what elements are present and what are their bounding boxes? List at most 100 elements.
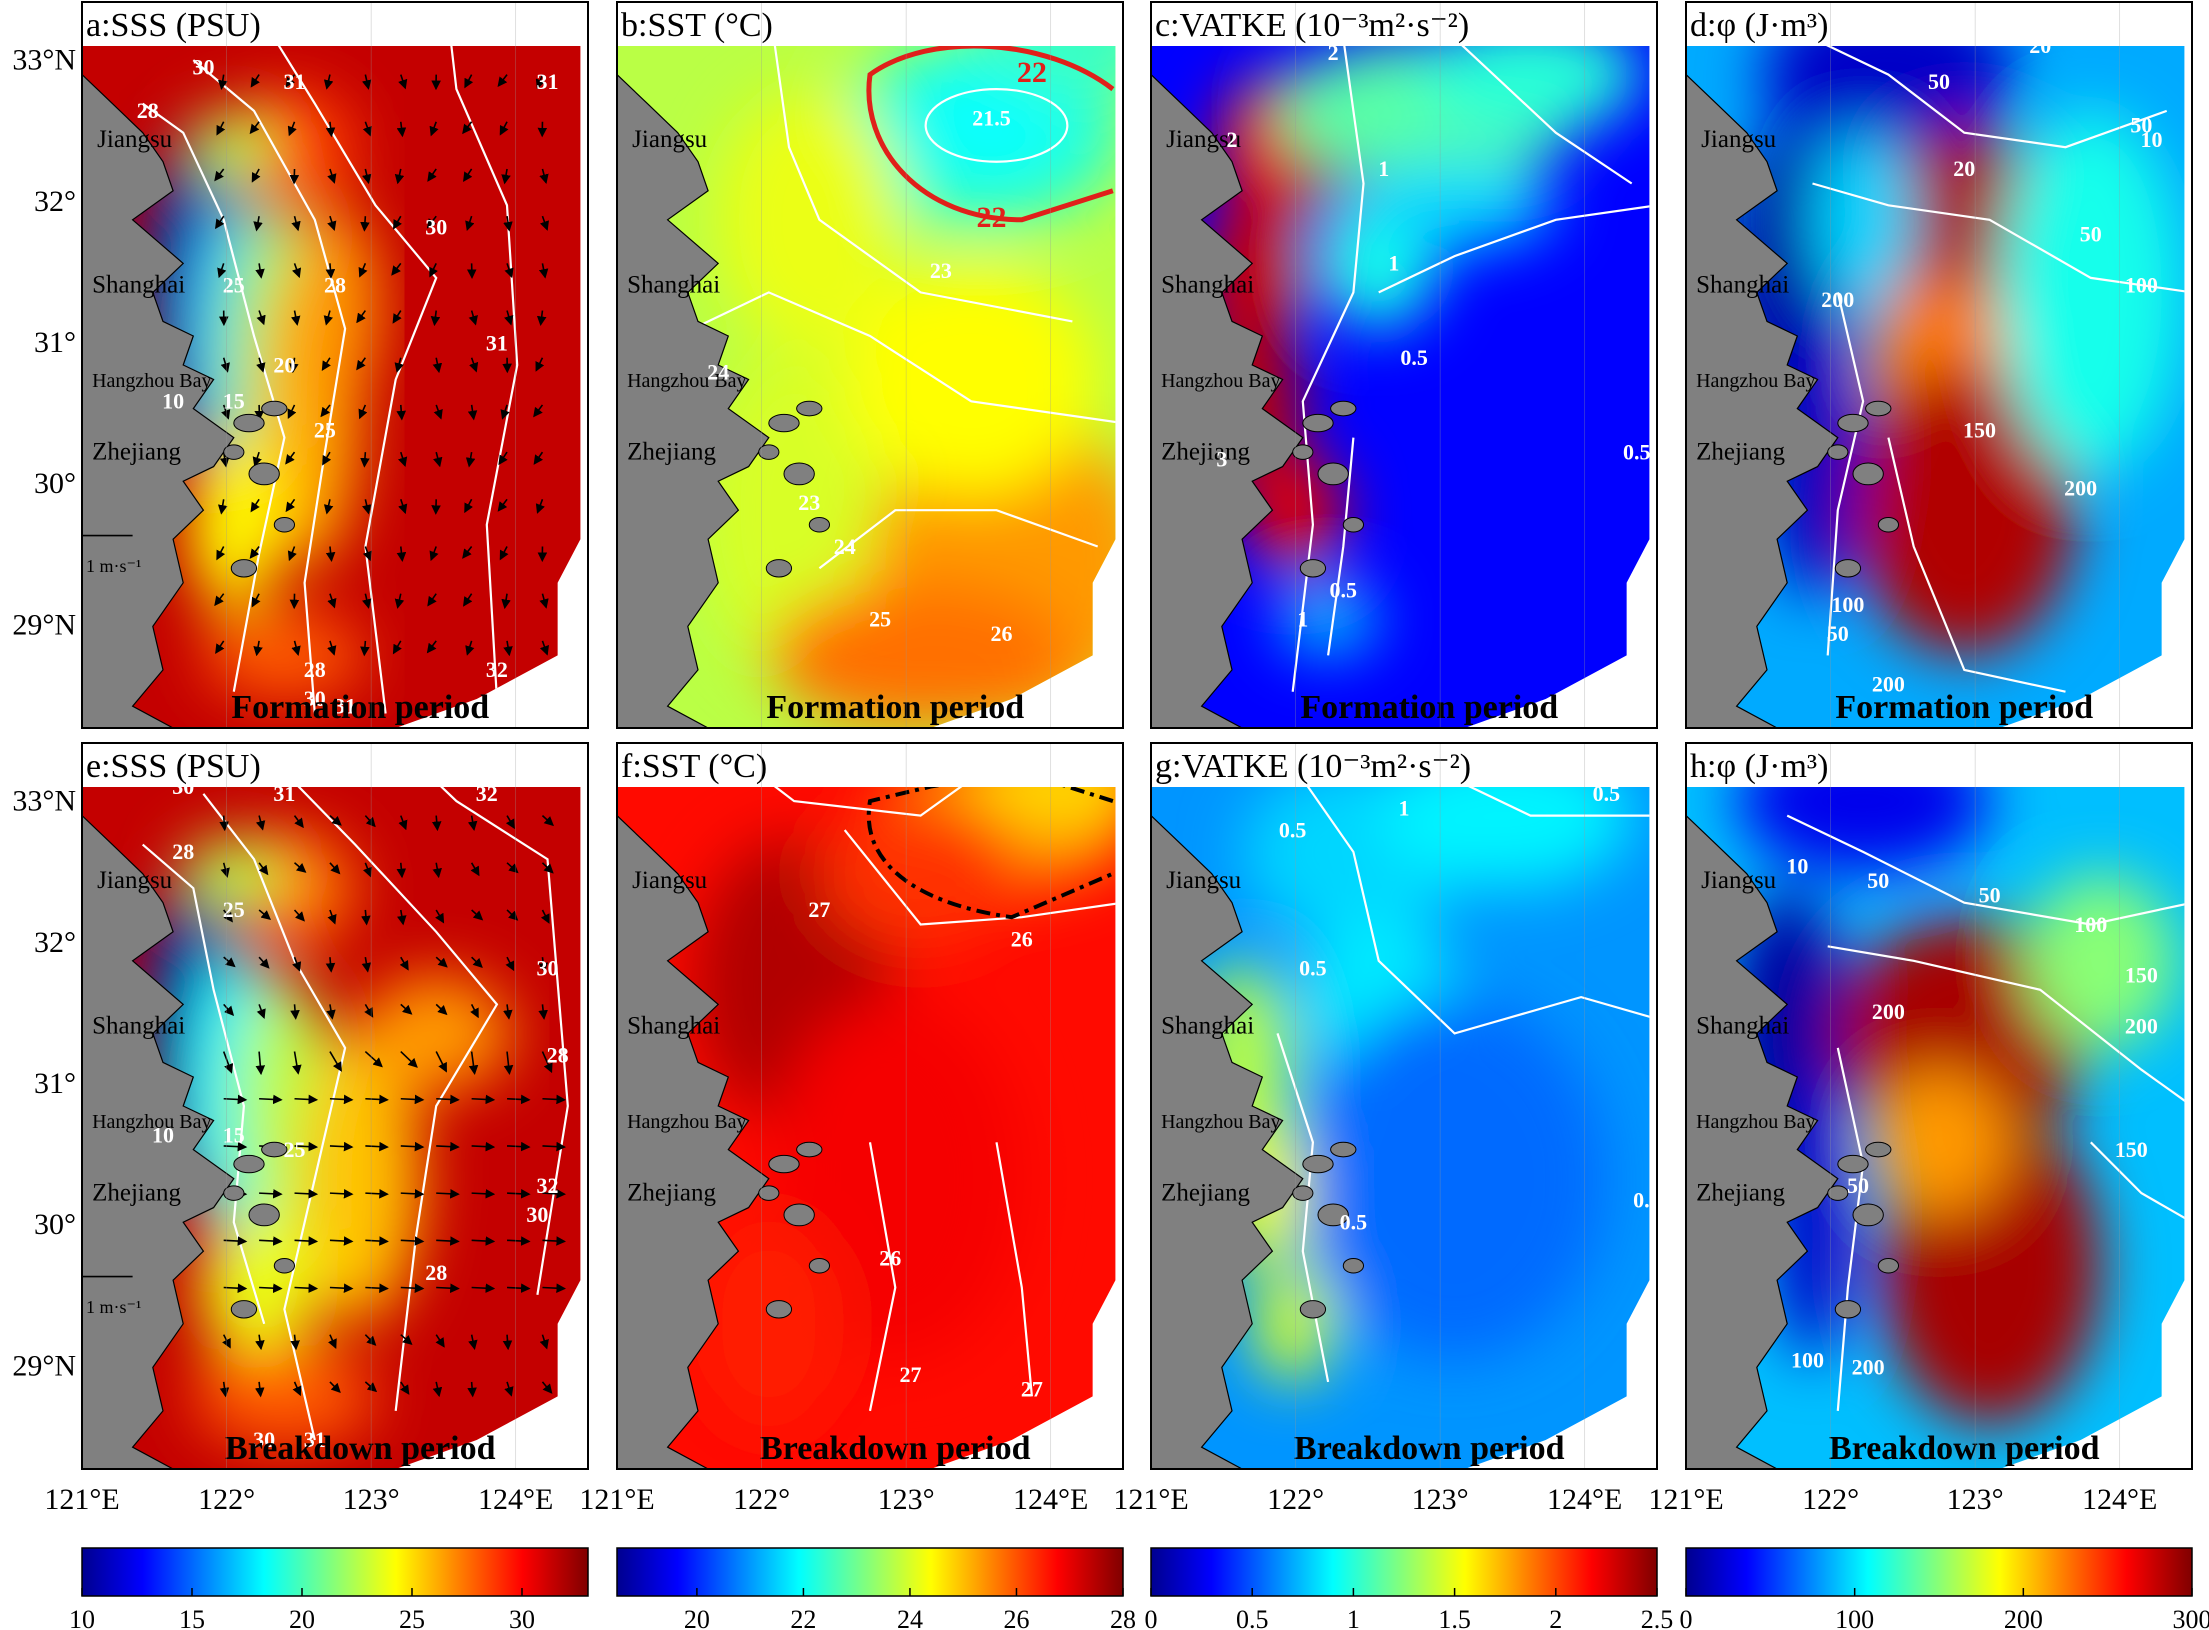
contour-label: 1 xyxy=(1388,251,1399,276)
current-arrow xyxy=(436,1141,460,1152)
current-arrow xyxy=(219,1381,230,1398)
lon-tick-label: 124°E xyxy=(1547,1483,1622,1516)
current-arrow xyxy=(465,451,476,468)
current-arrow xyxy=(392,640,402,655)
field-blob xyxy=(718,89,901,351)
land-mass xyxy=(1686,814,1839,1469)
place-label: Shanghai xyxy=(92,271,185,298)
field-blob xyxy=(193,1345,376,1448)
island xyxy=(808,516,831,533)
island xyxy=(1827,1185,1849,1201)
current-arrow xyxy=(364,1334,377,1346)
contour-label: 0.5 xyxy=(1400,345,1428,370)
current-arrow xyxy=(471,1141,496,1152)
current-arrow xyxy=(400,1141,425,1152)
field-blob xyxy=(1812,132,1914,307)
current-arrow xyxy=(329,1141,354,1152)
panel-title: e:SSS (PSU) xyxy=(86,748,261,785)
current-arrow xyxy=(327,640,337,656)
current-arrow xyxy=(394,168,405,185)
current-arrow xyxy=(222,1051,234,1074)
title-box xyxy=(1686,2,2192,46)
contour-label: 10 xyxy=(2141,127,2163,152)
current-arrow xyxy=(396,121,407,138)
colorbar-tick-label: 2.5 xyxy=(1641,1605,1674,1630)
title-box xyxy=(1686,743,2192,787)
lat-tick-label: 31° xyxy=(34,326,76,359)
contour-label: 2 xyxy=(1226,127,1237,152)
contour-line xyxy=(1836,1047,1865,1411)
lat-tick-label: 32° xyxy=(34,926,76,959)
current-arrow xyxy=(535,74,545,90)
contour-label: 31 xyxy=(273,781,295,806)
place-label: Jiangsu xyxy=(632,867,708,894)
current-arrow xyxy=(249,546,260,559)
contour-label: 0.5 xyxy=(1633,1188,1661,1213)
current-arrow xyxy=(327,168,337,184)
current-arrow xyxy=(468,310,478,326)
period-label: Breakdown period xyxy=(1829,1430,2100,1467)
contour-label: 32 xyxy=(537,1173,559,1198)
current-arrow xyxy=(223,1236,248,1246)
current-arrow xyxy=(504,310,514,326)
current-arrow xyxy=(400,1283,425,1293)
field-blob xyxy=(1242,452,1344,569)
current-arrow xyxy=(465,640,475,656)
island xyxy=(273,516,296,533)
island xyxy=(1299,1300,1327,1319)
current-arrow xyxy=(467,1381,477,1398)
current-arrow xyxy=(539,168,549,185)
colorbar-tick-label: 20 xyxy=(684,1605,710,1630)
island xyxy=(1834,1300,1862,1319)
current-arrow xyxy=(398,451,408,468)
current-arrow xyxy=(325,263,336,279)
current-arrow xyxy=(320,404,331,418)
current-arrow xyxy=(538,957,549,973)
place-label: Shanghai xyxy=(1696,1012,1789,1039)
current-arrow xyxy=(435,909,445,924)
island xyxy=(765,559,793,578)
island xyxy=(1292,444,1314,460)
current-arrow xyxy=(252,451,262,467)
current-arrow xyxy=(251,168,261,183)
current-arrow xyxy=(321,357,331,371)
current-arrow xyxy=(435,1051,447,1073)
contour-label: 2 xyxy=(1328,40,1339,65)
current-arrow xyxy=(463,168,473,183)
contour-line xyxy=(1887,437,2066,693)
current-arrow xyxy=(462,546,473,559)
current-arrow xyxy=(360,452,370,468)
contour-label: 1 xyxy=(1297,606,1308,631)
current-arrow xyxy=(327,215,337,232)
contour-label: 100 xyxy=(1831,592,1864,617)
place-label: Jiangsu xyxy=(1166,867,1242,894)
current-arrow xyxy=(223,1003,235,1016)
field-blob xyxy=(193,110,275,184)
current-arrow xyxy=(392,310,402,324)
contour-label: 31 xyxy=(334,693,356,718)
current-arrow xyxy=(289,357,299,374)
island xyxy=(1299,559,1327,578)
lon-tick-label: 124°E xyxy=(1013,1483,1088,1516)
current-arrow xyxy=(250,498,260,513)
land-mass xyxy=(1151,814,1304,1469)
current-arrow xyxy=(426,215,437,229)
current-arrow xyxy=(290,1004,300,1020)
current-arrow xyxy=(287,404,297,420)
current-arrow xyxy=(251,593,261,608)
contour-label: 27 xyxy=(899,1362,921,1387)
colorbar-tick-label: 300 xyxy=(2173,1605,2209,1630)
place-label: Shanghai xyxy=(627,1012,720,1039)
current-arrow xyxy=(542,1189,566,1199)
place-label: Zhejiang xyxy=(1696,1179,1785,1206)
current-arrow xyxy=(329,862,341,875)
current-arrow xyxy=(538,1004,548,1020)
current-arrow xyxy=(400,1050,418,1068)
island xyxy=(1877,516,1900,533)
current-arrow xyxy=(285,451,296,465)
current-arrow xyxy=(362,168,372,185)
place-label: Shanghai xyxy=(92,1012,185,1039)
contour-label: 0.5 xyxy=(1330,577,1358,602)
current-arrow xyxy=(218,74,228,90)
field-blob xyxy=(1302,997,1607,1361)
